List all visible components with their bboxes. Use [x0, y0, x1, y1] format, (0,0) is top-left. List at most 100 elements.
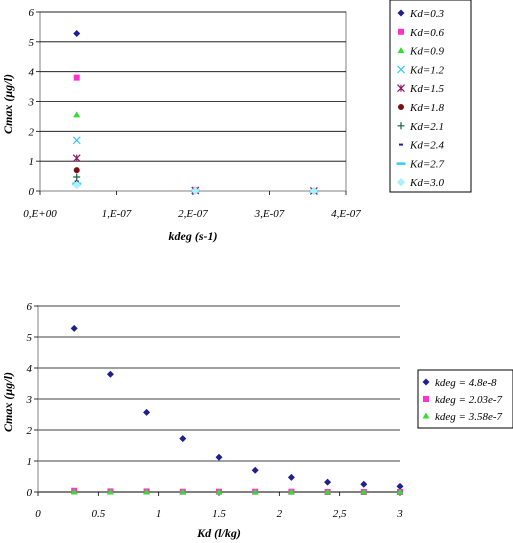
c1-y-tick-label: 3: [28, 97, 35, 109]
c2-point-series-0: [106, 370, 114, 378]
c1-y-tick-label: 2: [29, 126, 35, 138]
c1-legend-label: Kd=1.5: [409, 83, 445, 95]
c2-point-series-0: [179, 435, 187, 443]
c1-legend-marker: [398, 28, 404, 35]
c2-x-tick-label: 0: [35, 508, 41, 520]
c1-y-tick-label: 6: [29, 7, 35, 19]
c2-point-series-0: [396, 482, 404, 490]
c2-x-tick-label: 2,5: [333, 508, 347, 520]
c2-x-tick-label: 3: [396, 508, 403, 520]
c1-legend-marker: [397, 84, 405, 93]
c1-legend-label: Kd=2.1: [409, 121, 444, 133]
c1-point-series-5: [73, 167, 80, 174]
chart-1-x-axis-title: kdeg (s-1): [169, 229, 218, 243]
c2-point-series-2: [179, 488, 187, 495]
chart-1-legend-box: [389, 0, 472, 193]
chart-2-x-axis-title: Kd (l/kg): [196, 526, 241, 540]
chart-2-legend: kdeg = 4.8e-8 kdeg = 2.03e-7 kdeg = 3.58e-…: [417, 369, 513, 429]
c1-x-tick-label: 0,E+00: [23, 208, 57, 220]
chart-2-legend-items: kdeg = 4.8e-8 kdeg = 2.03e-7 kdeg = 3.58e-…: [422, 377, 502, 423]
c2-point-series-2: [324, 488, 332, 495]
c1-x-tick-label: 4,E-07: [331, 208, 361, 220]
c2-point-series-0: [360, 480, 368, 488]
c1-legend-marker: [397, 65, 405, 74]
c1-point-series-2: [73, 111, 81, 118]
c2-point-series-0: [143, 408, 151, 416]
c2-x-tick-label: 2: [277, 508, 283, 520]
c2-y-tick-label: 5: [27, 332, 33, 344]
c1-legend-marker: [397, 122, 405, 130]
c2-point-series-2: [251, 488, 259, 495]
c2-point-series-2: [215, 488, 223, 495]
c1-y-tick-label: 5: [29, 37, 35, 49]
chart-2-points: [70, 324, 404, 495]
chart-2-legend-box: [417, 369, 513, 429]
c1-x-tick-label: 3,E-07: [254, 208, 285, 220]
c2-point-series-0: [70, 324, 78, 332]
c2-point-series-2: [287, 488, 295, 495]
chart-1-y-ticks: 0 1 2 3 4 5 6: [28, 7, 40, 198]
c1-point-series-9: [72, 180, 81, 190]
chart-2-y-ticks: 0 1 2 3 4 5 6: [26, 301, 38, 499]
c1-legend-marker: [397, 9, 405, 17]
c1-legend-label: Kd=0.6: [409, 27, 445, 39]
c1-x-tick-label: 2,E-07: [178, 208, 208, 220]
c1-legend-marker: [399, 143, 403, 146]
c1-y-tick-label: 0: [29, 186, 35, 198]
c1-y-tick-label: 1: [29, 156, 35, 168]
c2-legend-marker: [423, 396, 429, 402]
chart-2-x-ticks: 0 0.5 1 1.5 2 2,5 3: [35, 492, 403, 520]
chart-2-y-axis-title: Cmax (µg/l): [1, 372, 15, 432]
chart-2-gridlines: [38, 305, 400, 462]
chart-1-points: [72, 29, 319, 196]
c2-legend-marker: [422, 412, 430, 419]
c1-point-series-9: [309, 186, 319, 196]
c1-point-series-9: [191, 186, 200, 195]
c2-y-tick-label: 2: [27, 425, 33, 437]
c2-legend-label: kdeg = 3.58e-7: [435, 411, 502, 423]
c1-y-tick-label: 4: [29, 67, 35, 79]
c1-legend-label: Kd=1.8: [409, 102, 445, 114]
c1-legend-marker: [397, 47, 405, 54]
c2-point-series-2: [70, 488, 78, 495]
c1-legend-label: Kd=2.7: [409, 158, 445, 170]
c1-legend-label: Kd=3.0: [409, 177, 445, 189]
c2-point-series-2: [106, 488, 114, 495]
c1-point-series-6: [73, 173, 81, 181]
c2-legend-label: kdeg = 2.03e-7: [435, 394, 502, 406]
c2-y-tick-label: 0: [27, 487, 33, 499]
c1-point-series-0: [73, 29, 81, 37]
c2-y-tick-label: 6: [27, 301, 33, 313]
c2-legend-label: kdeg = 4.8e-8: [435, 377, 497, 389]
chart-1-y-axis-title: Cmax (µg/l): [1, 74, 15, 134]
c2-point-series-2: [360, 488, 368, 495]
c2-x-tick-label: 1: [156, 508, 162, 520]
c1-point-series-4: [72, 154, 81, 163]
chart-1-legend: Kd=0.3 Kd=0.6 Kd=0.9 Kd=1.2 Kd=1.5 Kd=1.8 Kd=2…: [389, 0, 472, 193]
c2-y-tick-label: 1: [27, 456, 33, 468]
chart-1: 0 1 2 3 4 5 6 0,E+00 1,E-07 2,E-07 3,E-07 4,E-07 k…: [1, 0, 472, 243]
c2-point-series-0: [324, 478, 332, 486]
c2-point-series-0: [287, 473, 295, 481]
c2-x-tick-label: 1.5: [212, 508, 226, 520]
c1-point-series-3: [72, 136, 81, 145]
c1-point-series-1: [73, 74, 80, 81]
c2-point-series-0: [215, 453, 223, 461]
c1-legend-label: Kd=0.3: [409, 8, 445, 20]
c2-point-series-0: [251, 466, 259, 474]
c1-x-tick-label: 1,E-07: [102, 208, 132, 220]
chart-1-legend-items: Kd=0.3 Kd=0.6 Kd=0.9 Kd=1.2 Kd=1.5 Kd=1.8 Kd=2…: [396, 8, 445, 189]
c1-legend-label: Kd=2.4: [409, 140, 445, 152]
c1-legend-marker: [398, 104, 404, 110]
c2-y-tick-label: 4: [27, 363, 33, 375]
c1-legend-marker: [396, 177, 406, 187]
chart-2: 0 1 2 3 4 5 6 0 0.5 1 1.5 2 2,5 3 Kd (l/kg) Cmax (µg…: [1, 301, 513, 540]
c2-point-series-2: [143, 488, 151, 495]
c1-legend-label: Kd=1.2: [409, 64, 445, 76]
c2-y-tick-label: 3: [26, 394, 33, 406]
chart-1-x-ticks: 0,E+00 1,E-07 2,E-07 3,E-07 4,E-07: [23, 191, 361, 220]
c2-point-series-2: [396, 488, 404, 495]
c2-legend-marker: [422, 378, 430, 386]
c2-x-tick-label: 0.5: [91, 508, 105, 520]
